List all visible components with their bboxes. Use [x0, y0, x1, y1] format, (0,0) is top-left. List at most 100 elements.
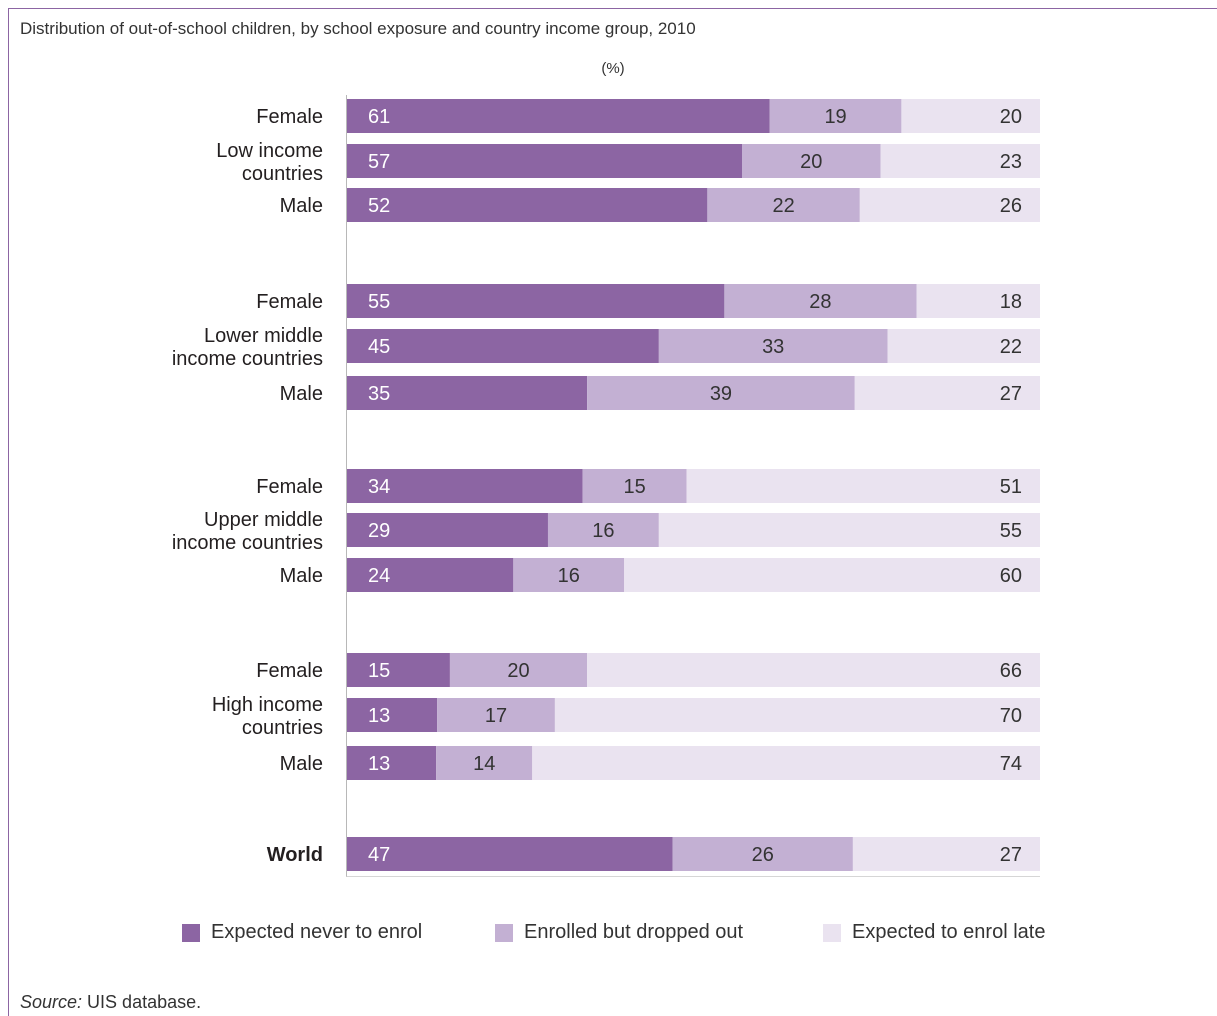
data-label: 19 [824, 106, 846, 128]
bar-segment [859, 188, 1040, 222]
row-label: Female [256, 476, 323, 498]
bar-segment [672, 837, 853, 871]
group-label: income countries [172, 348, 323, 370]
bar-segment [449, 653, 588, 687]
data-label: 60 [1000, 565, 1022, 587]
source-note: Source: UIS database. [20, 992, 201, 1013]
bar-segment [887, 329, 1040, 363]
bar-segment [347, 746, 437, 780]
bar-segment [347, 329, 659, 363]
bar-segment [513, 558, 625, 592]
data-label: 28 [809, 291, 831, 313]
chart-title: Distribution of out-of-school children, … [20, 19, 696, 38]
data-label: 52 [368, 195, 390, 217]
data-label: 13 [368, 705, 390, 727]
data-label: 39 [710, 383, 732, 405]
bar-segment [582, 469, 687, 503]
data-label: 57 [368, 151, 390, 173]
data-label: 20 [1000, 106, 1022, 128]
data-label: 24 [368, 565, 390, 587]
row-label: Female [256, 660, 323, 682]
row-label: Male [280, 383, 323, 405]
group-label: Upper middle [204, 509, 323, 531]
bar-segment [347, 376, 588, 410]
group-label: countries [242, 717, 323, 739]
bar-segment [554, 698, 1040, 732]
group-label: Low income [216, 140, 323, 162]
row-label: Male [280, 565, 323, 587]
data-label: 27 [1000, 844, 1022, 866]
legend-swatch-enrol-late [823, 923, 841, 942]
bar-segment [852, 837, 1040, 871]
bar-segment [347, 698, 438, 732]
bar-segment [347, 469, 583, 503]
data-label: 70 [1000, 705, 1022, 727]
group-label: income countries [172, 532, 323, 554]
legend-item-enrol-late: Expected to enrol late [823, 921, 1045, 944]
data-label: 26 [752, 844, 774, 866]
bar-segment [347, 99, 770, 133]
data-label: 66 [1000, 660, 1022, 682]
legend-swatch-never-enrol [182, 923, 200, 942]
bar-segment [742, 144, 881, 178]
bar-segment [769, 99, 902, 133]
data-label: 15 [623, 476, 645, 498]
group-label: High income [212, 694, 323, 716]
row-label: Female [256, 291, 323, 313]
bar-segment [686, 469, 1040, 503]
data-label: 27 [1000, 383, 1022, 405]
bar-segment [347, 558, 514, 592]
bar-segment [347, 513, 548, 547]
group-label: countries [242, 163, 323, 185]
row-label: Male [280, 753, 323, 775]
data-label: 34 [368, 476, 390, 498]
data-label: 15 [368, 660, 390, 682]
bar-segment [532, 746, 1040, 780]
bar-segment [347, 284, 725, 318]
bar-segment [347, 653, 450, 687]
data-label: 16 [558, 565, 580, 587]
unit-label: (%) [601, 60, 625, 77]
legend-label-dropped-out: Enrolled but dropped out [524, 921, 744, 943]
bar-segment [347, 188, 708, 222]
bar-segment [624, 558, 1040, 592]
data-label: 61 [368, 106, 390, 128]
data-label: 51 [1000, 476, 1022, 498]
bar-segment [901, 99, 1040, 133]
bar-segment [587, 653, 1040, 687]
data-label: 35 [368, 383, 390, 405]
legend-label-enrol-late: Expected to enrol late [852, 921, 1046, 943]
data-label: 22 [772, 195, 794, 217]
group-label: World [267, 844, 323, 866]
bar-segment [347, 144, 743, 178]
data-label: 20 [507, 660, 529, 682]
data-label: 26 [1000, 195, 1022, 217]
bar-segment [854, 376, 1040, 410]
data-label: 29 [368, 520, 390, 542]
data-label: 14 [473, 753, 495, 775]
bar-segment [347, 837, 673, 871]
data-label: 45 [368, 336, 390, 358]
legend-item-dropped-out: Enrolled but dropped out [495, 921, 743, 944]
source-text: UIS database. [82, 992, 202, 1012]
group-label: Lower middle [204, 325, 323, 347]
bar-segment [707, 188, 860, 222]
bar-segment [880, 144, 1040, 178]
legend-item-never-enrol: Expected never to enrol [182, 921, 422, 944]
data-label: 55 [1000, 520, 1022, 542]
data-label: 47 [368, 844, 390, 866]
data-label: 20 [800, 151, 822, 173]
data-label: 23 [1000, 151, 1022, 173]
chart-frame [8, 8, 1217, 1016]
data-label: 18 [1000, 291, 1022, 313]
data-label: 22 [1000, 336, 1022, 358]
bar-segment [724, 284, 917, 318]
data-label: 16 [592, 520, 614, 542]
bar-segment [658, 513, 1040, 547]
data-label: 17 [485, 705, 507, 727]
source-prefix: Source: [20, 992, 83, 1012]
bar-segment [916, 284, 1040, 318]
bar-segment [587, 376, 855, 410]
bar-segment [436, 746, 533, 780]
